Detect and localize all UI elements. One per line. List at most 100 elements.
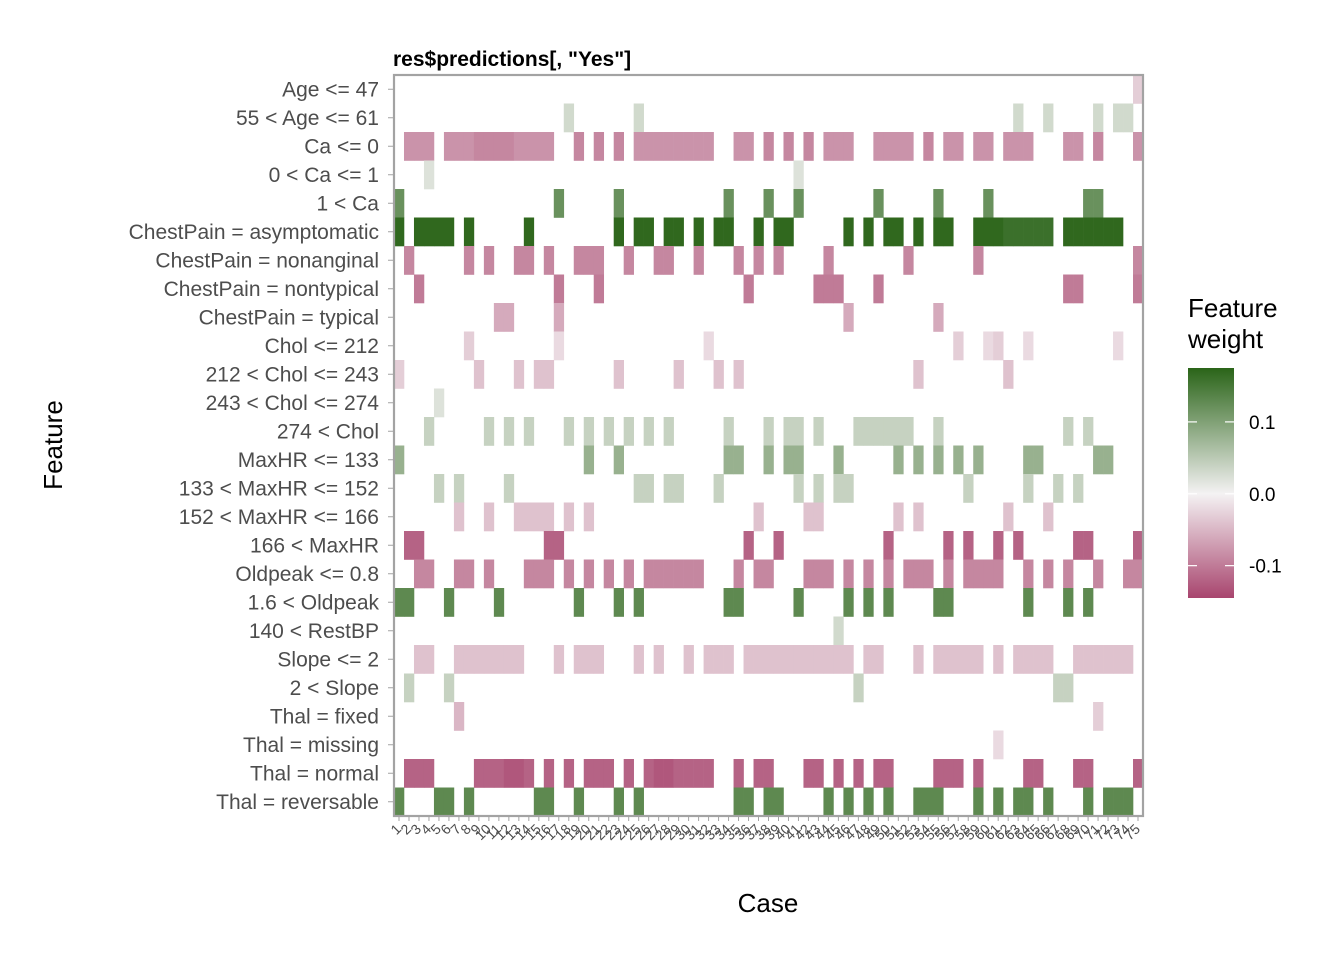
heatmap-cell [523, 217, 535, 247]
heatmap-cell [713, 645, 724, 674]
heatmap-cell [413, 132, 425, 161]
heatmap-cell [1003, 502, 1014, 532]
y-tick-label: 1 < Ca [317, 192, 380, 215]
heatmap-cell [1123, 787, 1134, 817]
heatmap-cell [423, 132, 435, 161]
heatmap-cell [663, 217, 674, 247]
heatmap-cell [613, 445, 624, 475]
heatmap-cell [423, 645, 435, 674]
heatmap-cell [783, 217, 794, 247]
heatmap-cell [983, 559, 994, 589]
heatmap-cell [813, 645, 824, 674]
heatmap-cell [973, 246, 984, 275]
heatmap-cell [423, 559, 435, 589]
heatmap-cell [1073, 645, 1084, 674]
heatmap-cell [1013, 645, 1024, 674]
heatmap-cell [493, 588, 505, 617]
heatmap-cell [583, 559, 595, 589]
heatmap-cell [1093, 189, 1104, 218]
heatmap-cell [893, 217, 904, 247]
heatmap-cell [1023, 217, 1034, 247]
legend-tick-label: 0.0 [1249, 485, 1275, 506]
heatmap-cell [773, 787, 784, 817]
heatmap-cell [493, 132, 505, 161]
legend-title-line-1: Feature [1188, 293, 1278, 323]
heatmap-cell [513, 759, 525, 788]
heatmap-cell [483, 645, 495, 674]
heatmap-cell [663, 559, 674, 589]
heatmap-cell [513, 246, 525, 275]
heatmap-cell [1083, 645, 1094, 674]
heatmap-cell [893, 417, 904, 446]
heatmap-cell [883, 132, 894, 161]
heatmap-cell [813, 274, 824, 304]
y-tick-label: Thal = normal [250, 762, 379, 785]
y-tick-label: Ca <= 0 [304, 135, 379, 158]
y-tick-label: Oldpeak <= 0.8 [235, 563, 379, 586]
heatmap-cell [843, 132, 854, 161]
y-tick-label: Chol <= 212 [265, 335, 379, 358]
heatmap-cell [903, 246, 914, 275]
heatmap-cell [823, 559, 834, 589]
heatmap-cell [473, 360, 485, 389]
heatmap-cell [653, 246, 664, 275]
heatmap-cell [1073, 217, 1084, 247]
heatmap-cell [483, 759, 495, 788]
heatmap-cell [593, 246, 605, 275]
heatmap-cell [533, 559, 545, 589]
y-tick-label: 0 < Ca <= 1 [269, 164, 379, 187]
heatmap-cell [1063, 274, 1074, 304]
heatmap-cell [463, 217, 475, 247]
heatmap-cell [1113, 787, 1124, 817]
heatmap-cell [403, 759, 415, 788]
heatmap-cell [543, 246, 555, 275]
heatmap-cell [394, 360, 405, 389]
heatmap-cell [903, 559, 914, 589]
heatmap-cell [643, 417, 654, 446]
heatmap-cell [523, 132, 535, 161]
heatmap-cell [843, 787, 854, 817]
heatmap-cell [623, 759, 634, 788]
heatmap-cell [1043, 217, 1054, 247]
heatmap-cell [443, 673, 455, 703]
heatmap-cell [933, 445, 944, 475]
heatmap-cell [753, 559, 764, 589]
heatmap-cell [843, 303, 854, 332]
heatmap-cell [533, 502, 545, 532]
heatmap-cell [953, 132, 964, 161]
heatmap-cell [463, 246, 475, 275]
heatmap-cell [933, 645, 944, 674]
y-tick-label: 152 < MaxHR <= 166 [179, 506, 379, 529]
heatmap-cell [483, 246, 495, 275]
heatmap-cell [563, 559, 575, 589]
heatmap-cell [633, 217, 644, 247]
y-tick-label: 133 < MaxHR <= 152 [179, 477, 379, 500]
heatmap-cell [833, 445, 844, 475]
heatmap-cell [833, 645, 844, 674]
y-axis-title: Feature [38, 400, 68, 490]
heatmap-cell [1093, 445, 1104, 475]
heatmap-cell [763, 645, 774, 674]
legend-title-line-2: weight [1187, 324, 1264, 354]
heatmap-cell [873, 189, 884, 218]
heatmap-cell [503, 303, 515, 332]
heatmap-cell [1113, 331, 1124, 361]
heatmap-cell [583, 417, 595, 446]
heatmap-cell [413, 559, 425, 589]
heatmap-cell [883, 417, 894, 446]
heatmap-cells [394, 75, 1144, 817]
heatmap-cell [503, 474, 515, 503]
heatmap-cell [453, 474, 465, 503]
heatmap-cell [883, 588, 894, 617]
heatmap-cell [643, 559, 654, 589]
heatmap-cell [693, 132, 704, 161]
heatmap-cell [1013, 531, 1024, 560]
heatmap-cell [593, 645, 605, 674]
heatmap-cell [633, 588, 644, 617]
heatmap-cell [963, 559, 974, 589]
heatmap-cell [583, 246, 595, 275]
heatmap-cell [643, 132, 654, 161]
heatmap-cell [983, 217, 994, 247]
heatmap-cell [793, 189, 804, 218]
heatmap-cell [653, 759, 664, 788]
